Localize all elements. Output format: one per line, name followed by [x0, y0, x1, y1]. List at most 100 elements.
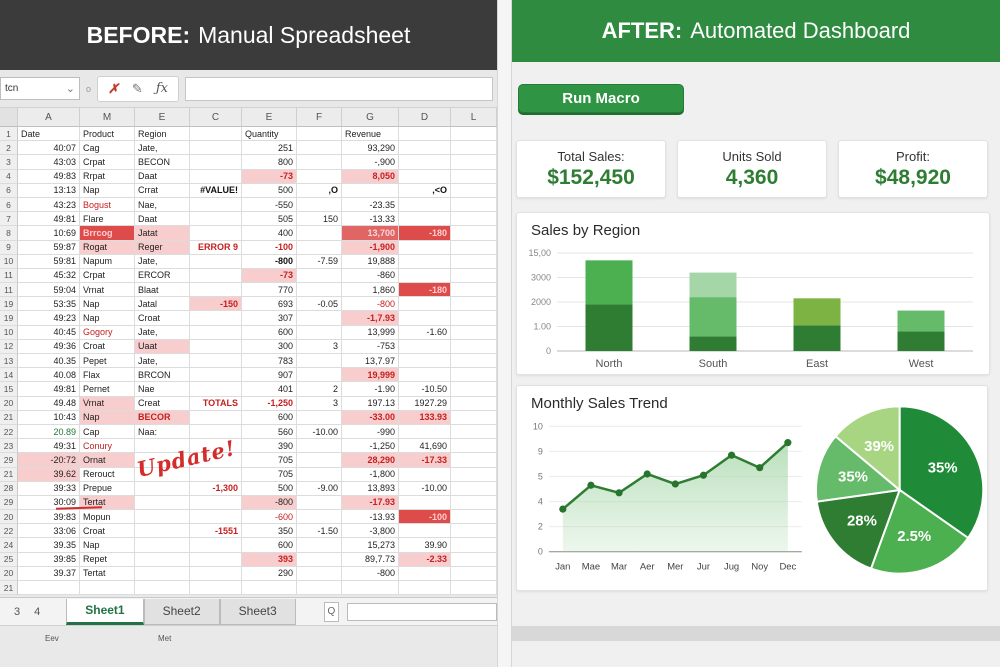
- cell[interactable]: [297, 268, 342, 284]
- cell[interactable]: 28,290: [342, 453, 399, 468]
- cell[interactable]: 390: [242, 439, 297, 454]
- cell[interactable]: [399, 339, 451, 354]
- cell[interactable]: [297, 439, 342, 454]
- sheet-nav-right[interactable]: 4: [34, 605, 41, 618]
- cell[interactable]: BRCON: [135, 368, 190, 383]
- cell[interactable]: [297, 467, 342, 482]
- cell[interactable]: -,900: [342, 155, 399, 170]
- cell[interactable]: -73: [242, 268, 297, 284]
- cell[interactable]: Jate,: [135, 141, 190, 156]
- cell[interactable]: -3,800: [342, 524, 399, 539]
- cell[interactable]: [297, 410, 342, 425]
- cell[interactable]: -150: [190, 297, 242, 312]
- row-number[interactable]: 29: [0, 453, 18, 468]
- cell[interactable]: Croat: [80, 524, 135, 539]
- cell[interactable]: 49:81: [18, 382, 80, 397]
- cell[interactable]: Pernet: [80, 382, 135, 397]
- cell[interactable]: 39:33: [18, 481, 80, 496]
- cell[interactable]: [399, 297, 451, 312]
- cell[interactable]: 30:09: [18, 495, 80, 511]
- cell[interactable]: Flax: [80, 368, 135, 383]
- cell[interactable]: Product: [80, 127, 135, 142]
- formula-input[interactable]: [184, 76, 493, 101]
- cell[interactable]: [190, 453, 242, 468]
- cell[interactable]: [451, 311, 497, 326]
- row-number[interactable]: 14: [0, 368, 18, 383]
- tab-sheet1[interactable]: Sheet1: [66, 598, 144, 625]
- cell[interactable]: 49:31: [18, 439, 80, 454]
- cell[interactable]: 3: [297, 339, 342, 354]
- cell[interactable]: 33:06: [18, 524, 80, 539]
- cell[interactable]: -753: [342, 339, 399, 354]
- cell[interactable]: Jatat: [135, 226, 190, 241]
- cell[interactable]: -9.00: [297, 481, 342, 496]
- cell[interactable]: 43:03: [18, 155, 80, 170]
- cell[interactable]: 300: [242, 339, 297, 354]
- edit-pencil-icon[interactable]: ✎: [131, 80, 143, 96]
- cell[interactable]: 49:23: [18, 311, 80, 326]
- cell[interactable]: [451, 141, 497, 156]
- cell[interactable]: [451, 155, 497, 170]
- cell[interactable]: BECON: [135, 155, 190, 170]
- cell[interactable]: 59:04: [18, 283, 80, 298]
- cell[interactable]: [451, 283, 497, 298]
- cell[interactable]: -20:72: [18, 453, 80, 468]
- row-number[interactable]: 29: [0, 495, 18, 511]
- cell[interactable]: 15,273: [342, 538, 399, 553]
- cell[interactable]: [80, 581, 135, 596]
- cell[interactable]: Nap: [80, 538, 135, 553]
- cell[interactable]: -550: [242, 197, 297, 213]
- cell[interactable]: -1,250: [242, 396, 297, 411]
- cell[interactable]: -990: [342, 424, 399, 440]
- cell[interactable]: 13,893: [342, 481, 399, 496]
- cell[interactable]: Tertat: [80, 566, 135, 581]
- row-number[interactable]: 10: [0, 325, 18, 340]
- cell[interactable]: [190, 268, 242, 284]
- cell[interactable]: 350: [242, 524, 297, 539]
- cell[interactable]: [190, 368, 242, 383]
- cell[interactable]: 39.62: [18, 467, 80, 482]
- cell[interactable]: -800: [342, 566, 399, 581]
- cell[interactable]: [190, 141, 242, 156]
- cell[interactable]: [399, 127, 451, 142]
- cell[interactable]: Gogory: [80, 325, 135, 340]
- tab-sheet3[interactable]: Sheet3: [219, 598, 296, 625]
- cell[interactable]: Ornat: [80, 453, 135, 468]
- row-number[interactable]: 20: [0, 396, 18, 411]
- cell[interactable]: Crpat: [80, 155, 135, 170]
- cell[interactable]: [399, 495, 451, 511]
- row-number[interactable]: 22: [0, 424, 18, 440]
- cell[interactable]: [451, 467, 497, 482]
- cell[interactable]: 89,7.73: [342, 552, 399, 567]
- cell[interactable]: [399, 467, 451, 482]
- cell[interactable]: [135, 510, 190, 525]
- cell[interactable]: [190, 155, 242, 170]
- cell[interactable]: [297, 552, 342, 567]
- cell[interactable]: Bogust: [80, 197, 135, 213]
- cell[interactable]: Date: [18, 127, 80, 142]
- cell[interactable]: [297, 240, 342, 255]
- cell[interactable]: 39:83: [18, 510, 80, 525]
- cell[interactable]: -860: [342, 268, 399, 284]
- cell[interactable]: Quantity: [242, 127, 297, 142]
- cell[interactable]: [297, 226, 342, 241]
- cell[interactable]: [451, 524, 497, 539]
- cell[interactable]: [297, 283, 342, 298]
- cell[interactable]: 53:35: [18, 297, 80, 312]
- cell[interactable]: [190, 467, 242, 482]
- cell[interactable]: Uaat: [135, 339, 190, 354]
- cell[interactable]: -0.05: [297, 297, 342, 312]
- cell[interactable]: [399, 197, 451, 213]
- cell[interactable]: Rogat: [80, 240, 135, 255]
- cell[interactable]: [399, 424, 451, 440]
- cell[interactable]: 59:87: [18, 240, 80, 255]
- cell[interactable]: [135, 538, 190, 553]
- cell[interactable]: Nap: [80, 410, 135, 425]
- cell[interactable]: Nap: [80, 183, 135, 198]
- cell[interactable]: 19,999: [342, 368, 399, 383]
- cell[interactable]: 59:81: [18, 254, 80, 269]
- cell[interactable]: Prepue: [80, 481, 135, 496]
- cell[interactable]: [135, 481, 190, 496]
- cell[interactable]: [451, 226, 497, 241]
- cell[interactable]: Napum: [80, 254, 135, 269]
